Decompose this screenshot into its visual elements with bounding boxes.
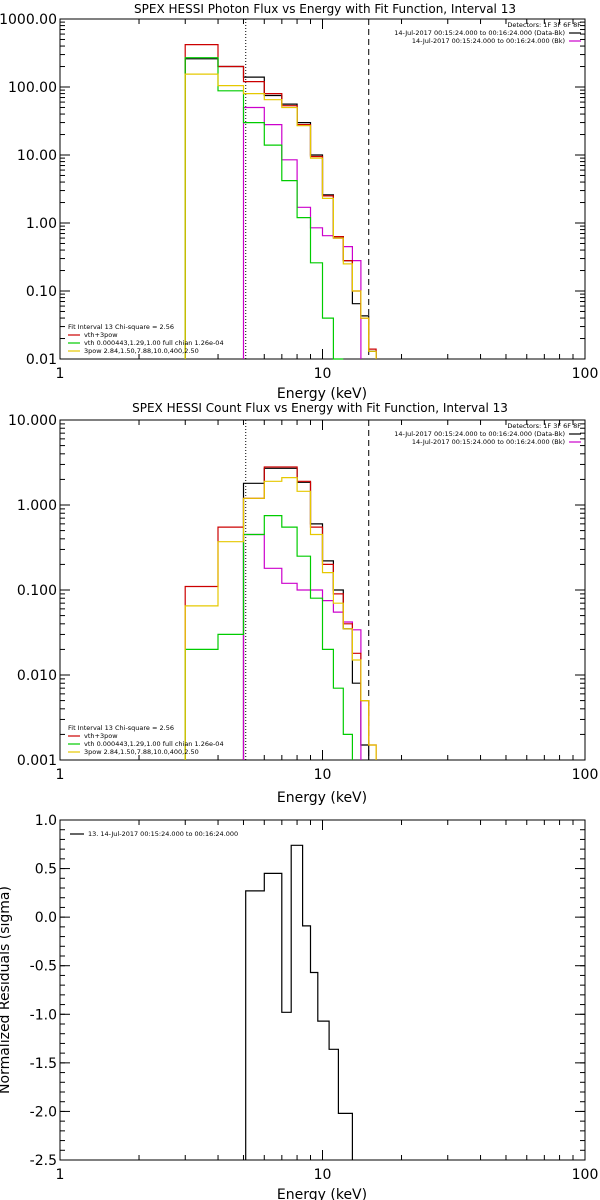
panel1-series-data bbox=[184, 58, 377, 359]
panel2-legend-bottom-entry: vth+3pow bbox=[84, 732, 118, 740]
panel3-xtick-label: 10 bbox=[314, 1167, 332, 1183]
panel2-series bbox=[184, 466, 377, 760]
panel2-xtick-label: 100 bbox=[572, 767, 599, 783]
panel1-title: SPEX HESSI Photon Flux vs Energy with Fi… bbox=[134, 2, 516, 16]
panel1-legend-top-entry: 14-Jul-2017 00:15:24.000 to 00:16:24.000… bbox=[412, 37, 565, 45]
panel3-xtick-label: 100 bbox=[572, 1167, 599, 1183]
panel1-series-fit bbox=[184, 44, 377, 359]
panel3-ytick-label: 0.5 bbox=[35, 862, 57, 878]
panel1-ticks: 1 10 100 0.01 0.10 1.00 10.00 100.00 1000.00 bbox=[0, 12, 598, 382]
panel-residuals: 1 10 100 -2.5 -2.0 -1.5 -1.0 -0.5 0.0 0.5 1.0 13. … bbox=[0, 813, 598, 1200]
panel1-legend-bottom-entry: vth+3pow bbox=[84, 331, 118, 339]
panel2-legend-top-entry: 14-Jul-2017 00:15:24.000 to 00:16:24.000… bbox=[412, 438, 565, 446]
panel1-series-3pow bbox=[184, 73, 377, 359]
panel2-series-background bbox=[242, 533, 362, 760]
panel2-xtick-label: 10 bbox=[314, 767, 332, 783]
panel1-series-background bbox=[242, 106, 362, 359]
panel1-legend-top-header: Detectors: 1F 3F 6F 8F bbox=[507, 21, 581, 29]
panel1-legend-bottom-entry: vth 0.000443,1.29,1.00 full chian 1.26e-… bbox=[84, 339, 224, 347]
panel2-ytick-label: 0.010 bbox=[17, 668, 57, 684]
panel3-ytick-label: 1.0 bbox=[35, 813, 57, 829]
panel2-legend-bottom: Fit Interval 13 Chi-square = 2.56vth+3po… bbox=[68, 724, 224, 756]
panel1-legend-top-entry: 14-Jul-2017 00:15:24.000 to 00:16:24.000… bbox=[394, 29, 565, 37]
panel3-legend-top-entry: 13. 14-Jul-2017 00:15:24.000 to 00:16:24… bbox=[88, 830, 238, 838]
panel1-legend-bottom-header: Fit Interval 13 Chi-square = 2.56 bbox=[68, 323, 174, 331]
panel1-vlines bbox=[245, 19, 370, 359]
panel2-xlabel: Energy (keV) bbox=[277, 790, 367, 806]
panel2-legend-top-entry: 14-Jul-2017 00:15:24.000 to 00:16:24.000… bbox=[394, 430, 565, 438]
panel-photon-flux: SPEX HESSI Photon Flux vs Energy with Fi… bbox=[0, 2, 598, 402]
panel1-ytick-label: 0.01 bbox=[26, 352, 57, 368]
panel2-ytick-label: 0.100 bbox=[17, 583, 57, 599]
panel2-series-vth bbox=[184, 515, 353, 760]
panel2-legend-top-header: Detectors: 1F 3F 6F 8F bbox=[507, 422, 581, 430]
panel2-xtick-label: 1 bbox=[56, 767, 65, 783]
panel3-ticks: 1 10 100 -2.5 -2.0 -1.5 -1.0 -0.5 0.0 0.5 1.0 bbox=[30, 813, 599, 1183]
panel3-xtick-label: 1 bbox=[56, 1167, 65, 1183]
panel1-legend-bottom: Fit Interval 13 Chi-square = 2.56vth+3po… bbox=[68, 323, 224, 355]
panel1-series bbox=[184, 44, 377, 360]
panel3-ytick-label: -2.5 bbox=[30, 1153, 57, 1169]
panel3-ytick-label: 0.0 bbox=[35, 910, 57, 926]
panel1-ytick-label: 0.10 bbox=[26, 284, 57, 300]
panel3-ytick-label: -1.0 bbox=[30, 1007, 57, 1023]
panel3-series-residual bbox=[245, 844, 353, 1160]
panel3-ytick-label: -2.0 bbox=[30, 1104, 57, 1120]
panel1-series-vth bbox=[184, 57, 344, 360]
panel1-ytick-label: 10.00 bbox=[17, 148, 57, 164]
panel3-frame bbox=[59, 819, 586, 1161]
panel-count-flux: SPEX HESSI Count Flux vs Energy with Fit… bbox=[8, 401, 598, 806]
panel2-series-data bbox=[242, 467, 370, 760]
panel2-legend-bottom-entry: 3pow 2.84,1.50,7.88,10.0,400,2.50 bbox=[84, 748, 199, 756]
panel3-series bbox=[245, 844, 353, 1160]
panel2-legend-bottom-header: Fit Interval 13 Chi-square = 2.56 bbox=[68, 724, 174, 732]
panel3-ytick-label: -1.5 bbox=[30, 1056, 57, 1072]
panel3-ylabel: Normalized Residuals (sigma) bbox=[0, 886, 13, 1094]
panel2-ytick-label: 1.000 bbox=[17, 498, 57, 514]
panel1-ytick-label: 1000.00 bbox=[0, 12, 57, 28]
panel3-ytick-label: -0.5 bbox=[30, 959, 57, 975]
panel2-ytick-label: 10.000 bbox=[8, 413, 57, 429]
panel2-series-fit bbox=[184, 466, 377, 760]
panel1-xtick-label: 1 bbox=[56, 366, 65, 382]
panel3-xlabel: Energy (keV) bbox=[277, 1187, 367, 1200]
panel1-xtick-label: 100 bbox=[572, 366, 599, 382]
panel1-legend-bottom-entry: 3pow 2.84,1.50,7.88,10.0,400,2.50 bbox=[84, 347, 199, 355]
panel1-ytick-label: 100.00 bbox=[8, 80, 57, 96]
panel2-ytick-label: 0.001 bbox=[17, 753, 57, 769]
panel1-ytick-label: 1.00 bbox=[26, 216, 57, 232]
panel2-legend-bottom-entry: vth 0.000443,1.29,1.00 full chian 1.26e-… bbox=[84, 740, 224, 748]
panel2-title: SPEX HESSI Count Flux vs Energy with Fit… bbox=[132, 401, 508, 415]
panel3-legend-top: 13. 14-Jul-2017 00:15:24.000 to 00:16:24… bbox=[70, 830, 238, 838]
panel2-ticks: 1 10 100 0.001 0.010 0.100 1.000 10.000 bbox=[8, 413, 598, 783]
panel2-series-3pow bbox=[184, 477, 377, 760]
panel1-xtick-label: 10 bbox=[314, 366, 332, 382]
panel1-xlabel: Energy (keV) bbox=[277, 386, 367, 402]
